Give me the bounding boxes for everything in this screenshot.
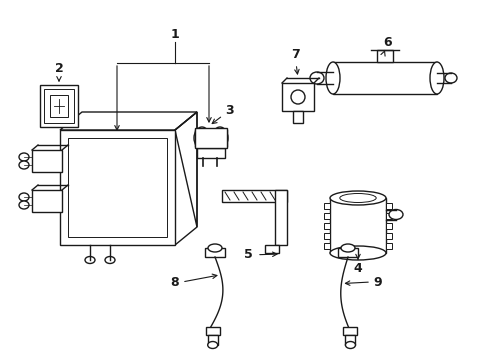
Bar: [282, 83, 313, 111]
Text: 3: 3: [225, 104, 234, 117]
Ellipse shape: [345, 342, 355, 348]
Ellipse shape: [19, 161, 29, 169]
Ellipse shape: [444, 73, 456, 83]
Ellipse shape: [325, 62, 339, 94]
Bar: [44, 89, 74, 123]
Bar: [385, 223, 391, 229]
Text: 9: 9: [373, 275, 382, 288]
Ellipse shape: [207, 342, 217, 348]
Bar: [329, 198, 385, 253]
Ellipse shape: [309, 72, 324, 84]
Bar: [385, 203, 391, 209]
Bar: [264, 245, 279, 253]
Ellipse shape: [329, 246, 385, 260]
Bar: [337, 248, 357, 257]
Text: 2: 2: [55, 62, 63, 75]
Bar: [385, 233, 391, 239]
Text: 4: 4: [353, 261, 362, 274]
Polygon shape: [60, 130, 175, 245]
Bar: [205, 327, 219, 335]
Text: 6: 6: [383, 36, 391, 49]
Bar: [50, 95, 68, 117]
Ellipse shape: [19, 193, 29, 201]
Bar: [292, 111, 303, 123]
Bar: [345, 335, 355, 345]
Bar: [207, 335, 217, 345]
Text: 1: 1: [170, 28, 179, 41]
Bar: [222, 190, 286, 202]
Ellipse shape: [19, 153, 29, 161]
Text: 7: 7: [290, 49, 299, 62]
Bar: [324, 203, 329, 209]
Ellipse shape: [207, 244, 222, 252]
Polygon shape: [32, 190, 62, 212]
Ellipse shape: [194, 127, 209, 149]
Bar: [332, 62, 436, 94]
Ellipse shape: [339, 194, 375, 202]
Bar: [324, 213, 329, 219]
Ellipse shape: [388, 210, 402, 220]
Bar: [376, 50, 392, 62]
Bar: [343, 327, 357, 335]
Bar: [385, 213, 391, 219]
Bar: [195, 128, 226, 148]
Ellipse shape: [105, 256, 115, 264]
Ellipse shape: [340, 244, 354, 252]
Ellipse shape: [85, 256, 95, 264]
Bar: [274, 190, 286, 245]
Text: 8: 8: [170, 275, 179, 288]
Bar: [385, 243, 391, 249]
Bar: [324, 223, 329, 229]
Bar: [324, 233, 329, 239]
Bar: [40, 85, 78, 127]
Ellipse shape: [429, 62, 443, 94]
Ellipse shape: [290, 90, 305, 104]
Bar: [197, 148, 224, 158]
Ellipse shape: [19, 201, 29, 209]
Text: 5: 5: [243, 248, 252, 261]
Ellipse shape: [212, 127, 227, 149]
Bar: [204, 248, 224, 257]
Polygon shape: [32, 150, 62, 172]
Bar: [324, 243, 329, 249]
Ellipse shape: [329, 191, 385, 205]
